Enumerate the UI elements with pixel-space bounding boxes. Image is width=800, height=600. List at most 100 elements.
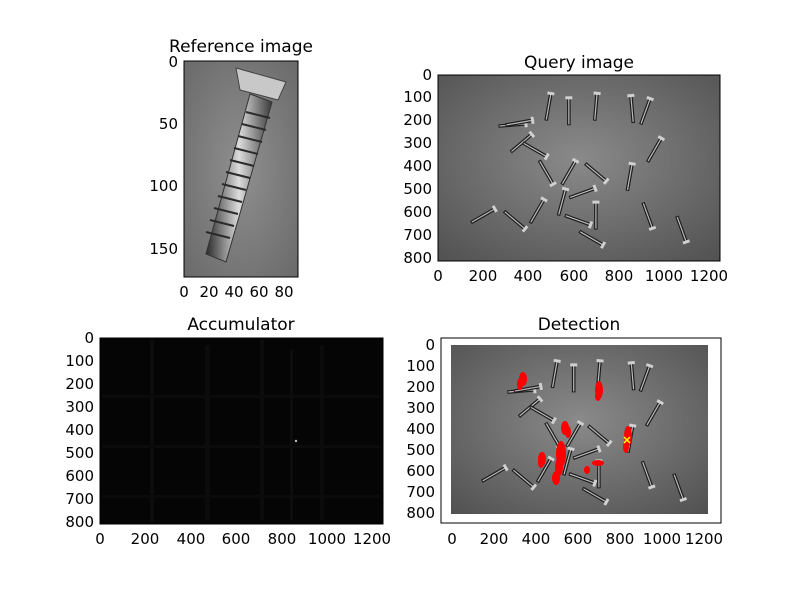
screw-icon	[639, 96, 654, 126]
screw-icon	[638, 363, 654, 393]
best-match-marker	[623, 436, 631, 444]
tick-label: 600	[403, 203, 432, 221]
detection-mark	[584, 466, 590, 474]
screw-icon	[568, 184, 598, 200]
screw-icon	[592, 91, 601, 121]
tick-label: 100	[149, 177, 178, 195]
screw-icon	[502, 209, 529, 233]
screw-icon	[513, 382, 543, 394]
tick-label: 100	[406, 357, 435, 375]
tick-label: 200	[65, 375, 94, 393]
detection-marks	[517, 372, 632, 485]
tick-label: 150	[149, 240, 178, 258]
detection-image	[440, 337, 722, 524]
accumulator-title: Accumulator	[187, 315, 294, 335]
tick-label: 600	[560, 267, 589, 285]
detection-mark	[552, 471, 560, 485]
screw-icon	[587, 424, 613, 448]
tick-label: 0	[95, 530, 105, 548]
screw-icon	[550, 358, 561, 389]
screw-icon	[570, 363, 578, 393]
tick-label: 700	[406, 483, 435, 501]
screws-scene	[470, 91, 691, 249]
tick-label: 700	[403, 226, 432, 244]
reference-x-ticks: 0 20 40 60 80	[179, 283, 293, 301]
query-title: Query image	[524, 53, 634, 73]
screw-icon	[672, 473, 688, 503]
query-x-ticks: 0 200 400 600 800 1000 1200	[433, 267, 728, 285]
tick-label: 800	[65, 513, 94, 531]
tick-label: 600	[406, 462, 435, 480]
query-y-ticks: 0 100 200 300 400 500 600 700 800	[403, 66, 432, 267]
tick-label: 1200	[353, 530, 391, 548]
tick-label: 800	[605, 267, 634, 285]
tick-label: 500	[403, 180, 432, 198]
tick-label: 200	[480, 530, 509, 548]
tick-label: 50	[159, 115, 178, 133]
screw-icon	[556, 186, 570, 217]
screw-icon	[584, 162, 610, 185]
tick-label: 200	[131, 530, 160, 548]
tick-label: 1200	[690, 267, 728, 285]
tick-label: 500	[406, 441, 435, 459]
tick-label: 600	[65, 467, 94, 485]
accumulator-peak	[294, 439, 298, 443]
detection-y-ticks: 0 100 200 300 400 500 600 700 800	[406, 336, 435, 522]
reference-image	[183, 60, 299, 278]
tick-label: 200	[469, 267, 498, 285]
tick-label: 800	[268, 530, 297, 548]
screw-icon	[592, 200, 600, 230]
tick-label: 400	[522, 530, 551, 548]
screw-icon	[564, 213, 594, 229]
tick-label: 400	[514, 267, 543, 285]
screw-icon	[627, 93, 636, 124]
tick-label: 400	[177, 530, 206, 548]
screw-icon	[521, 141, 550, 161]
detection-mark	[565, 426, 571, 438]
tick-label: 80	[274, 283, 293, 301]
tick-label: 20	[199, 283, 218, 301]
tick-label: 1000	[308, 530, 346, 548]
tick-label: 800	[606, 530, 635, 548]
accumulator-image	[99, 337, 384, 525]
accumulator-x-ticks: 0 200 400 600 800 1000 1200	[95, 530, 391, 548]
screws-scene	[480, 358, 688, 506]
tick-label: 60	[249, 283, 268, 301]
tick-label: 1200	[685, 530, 723, 548]
screw-icon	[644, 399, 664, 427]
tick-label: 0	[447, 530, 457, 548]
screw-icon	[565, 96, 573, 126]
tick-label: 800	[406, 504, 435, 522]
screw-icon	[568, 472, 598, 487]
tick-label: 0	[179, 283, 189, 301]
screw-icon	[641, 201, 657, 231]
tick-label: 700	[65, 490, 94, 508]
tick-label: 200	[403, 111, 432, 129]
screw-icon	[578, 229, 607, 249]
accumulator-y-ticks: 0 100 200 300 400 500 600 700 800	[65, 329, 94, 531]
screw-icon	[529, 405, 557, 425]
detection-mark	[595, 391, 601, 401]
tick-label: 400	[406, 420, 435, 438]
screw-icon	[625, 161, 636, 192]
detection-panel: Detection 0 100 200 300 400 500 600 700 …	[406, 315, 723, 548]
screw-icon	[595, 358, 604, 389]
reference-y-ticks: 0 50 100 150	[149, 53, 178, 258]
reference-title: Reference image	[169, 37, 313, 57]
tick-label: 40	[224, 283, 243, 301]
detection-mark	[623, 441, 629, 453]
screw-icon	[640, 460, 656, 490]
tick-label: 100	[65, 352, 94, 370]
screw-icon	[205, 67, 287, 263]
tick-label: 0	[168, 53, 178, 71]
screw-icon	[528, 196, 548, 225]
tick-label: 300	[403, 134, 432, 152]
detection-mark	[517, 378, 523, 390]
screw-icon	[470, 205, 498, 225]
tick-label: 400	[65, 421, 94, 439]
screw-icon	[581, 486, 610, 506]
tick-label: 800	[403, 249, 432, 267]
screw-icon	[505, 116, 535, 127]
tick-label: 100	[403, 88, 432, 106]
